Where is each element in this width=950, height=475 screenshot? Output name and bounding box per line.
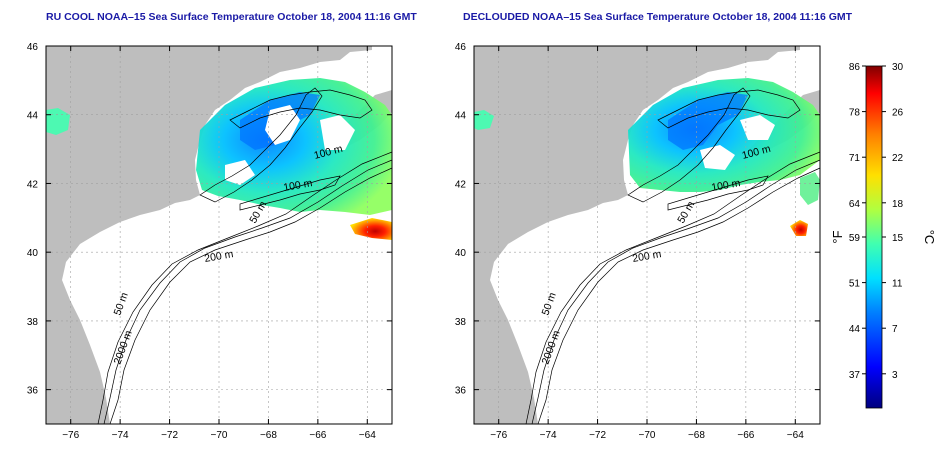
colorbar-c-tick: 26	[892, 108, 904, 119]
cloud-gap	[320, 115, 355, 150]
lon-axis-labels: −76 −74 −72 −70 −68 −66 −64	[490, 430, 804, 441]
map-frame	[45, 45, 393, 425]
map-panel-raw: 100 m 100 m 50 m 200 m 50 m 2000 m −76 −7…	[27, 42, 393, 441]
grid-lines	[46, 45, 392, 424]
colorbar-f-tick: 44	[849, 324, 861, 335]
lat-tick-label: 38	[27, 317, 39, 328]
lon-tick-label: −66	[737, 430, 754, 441]
contour-label: 100 m	[710, 177, 741, 194]
lon-tick-label: −70	[639, 430, 656, 441]
colorbar-f-tick: 37	[849, 370, 861, 381]
lat-tick-label: 44	[455, 111, 467, 122]
lon-tick-label: −64	[787, 430, 804, 441]
lat-tick-label: 40	[455, 248, 467, 259]
lat-axis-labels: 46 44 42 40 38 36	[27, 42, 39, 397]
map-frame	[473, 45, 821, 425]
sst-offshore-patch	[800, 172, 820, 205]
colorbar-c-tick: 11	[892, 279, 903, 290]
colorbar-c-label: °C	[922, 230, 937, 245]
isobath-contours	[525, 87, 821, 425]
lon-tick-label: −74	[540, 430, 557, 441]
colorbar-gradient	[865, 65, 883, 409]
cloud-gap	[700, 145, 735, 170]
lat-tick-label: 40	[27, 248, 39, 259]
lon-tick-label: −64	[359, 430, 376, 441]
grid-lines	[474, 45, 820, 424]
lon-tick-label: −76	[490, 430, 507, 441]
colorbar-f-tick: 71	[849, 153, 861, 164]
lat-tick-label: 42	[455, 179, 467, 190]
contour-label: 100 m	[282, 177, 313, 194]
lon-tick-label: −68	[688, 430, 705, 441]
cloud-gap	[740, 115, 775, 140]
colorbar-c-ticks: 30 26 22 18 15 11 7 3	[882, 62, 904, 381]
land-mass	[474, 46, 800, 424]
sst-warm-water	[790, 220, 808, 236]
contour-label: 200 m	[631, 248, 662, 265]
lon-tick-label: −72	[161, 430, 178, 441]
map-title-left: RU COOL NOAA–15 Sea Surface Temperature …	[46, 11, 417, 23]
colorbar: 86 78 71 64 59 51 44 37 30 26 22 18 15 11 7 3 °F °C	[830, 62, 937, 409]
land-mass	[46, 46, 372, 424]
map-panel-declouded: 100 m 100 m 50 m 200 m 50 m 2000 m −76 −7…	[455, 42, 821, 441]
lat-tick-label: 36	[27, 386, 39, 397]
colorbar-c-tick: 3	[892, 370, 898, 381]
lon-tick-label: −68	[260, 430, 277, 441]
lat-tick-label: 44	[27, 111, 39, 122]
colorbar-f-tick: 64	[849, 199, 861, 210]
colorbar-f-tick: 78	[849, 108, 861, 119]
lat-tick-label: 36	[455, 386, 467, 397]
lon-tick-label: −70	[211, 430, 228, 441]
colorbar-f-tick: 59	[849, 233, 861, 244]
lat-tick-label: 42	[27, 179, 39, 190]
colorbar-f-label: °F	[830, 230, 845, 243]
contour-label: 200 m	[203, 248, 234, 265]
colorbar-c-tick: 7	[892, 324, 898, 335]
colorbar-c-tick: 22	[892, 153, 904, 164]
map-title-right: DECLOUDED NOAA–15 Sea Surface Temperatur…	[463, 11, 853, 23]
colorbar-f-tick: 51	[849, 279, 861, 290]
colorbar-c-tick: 18	[892, 199, 904, 210]
colorbar-c-tick: 30	[892, 62, 904, 73]
lat-axis-labels: 46 44 42 40 38 36	[455, 42, 467, 397]
colorbar-c-tick: 15	[892, 233, 904, 244]
lat-tick-label: 46	[27, 42, 39, 53]
sst-warm-water	[350, 218, 392, 240]
lon-tick-label: −74	[112, 430, 129, 441]
lon-axis-labels: −76 −74 −72 −70 −68 −66 −64	[62, 430, 376, 441]
lon-tick-label: −76	[62, 430, 79, 441]
sst-cold-water	[628, 78, 820, 192]
lat-tick-label: 38	[455, 317, 467, 328]
colorbar-f-tick: 86	[849, 62, 861, 73]
colorbar-f-ticks: 86 78 71 64 59 51 44 37	[849, 62, 866, 381]
lon-tick-label: −66	[309, 430, 326, 441]
isobath-contours	[97, 87, 393, 425]
lat-tick-label: 46	[455, 42, 467, 53]
lon-tick-label: −72	[589, 430, 606, 441]
